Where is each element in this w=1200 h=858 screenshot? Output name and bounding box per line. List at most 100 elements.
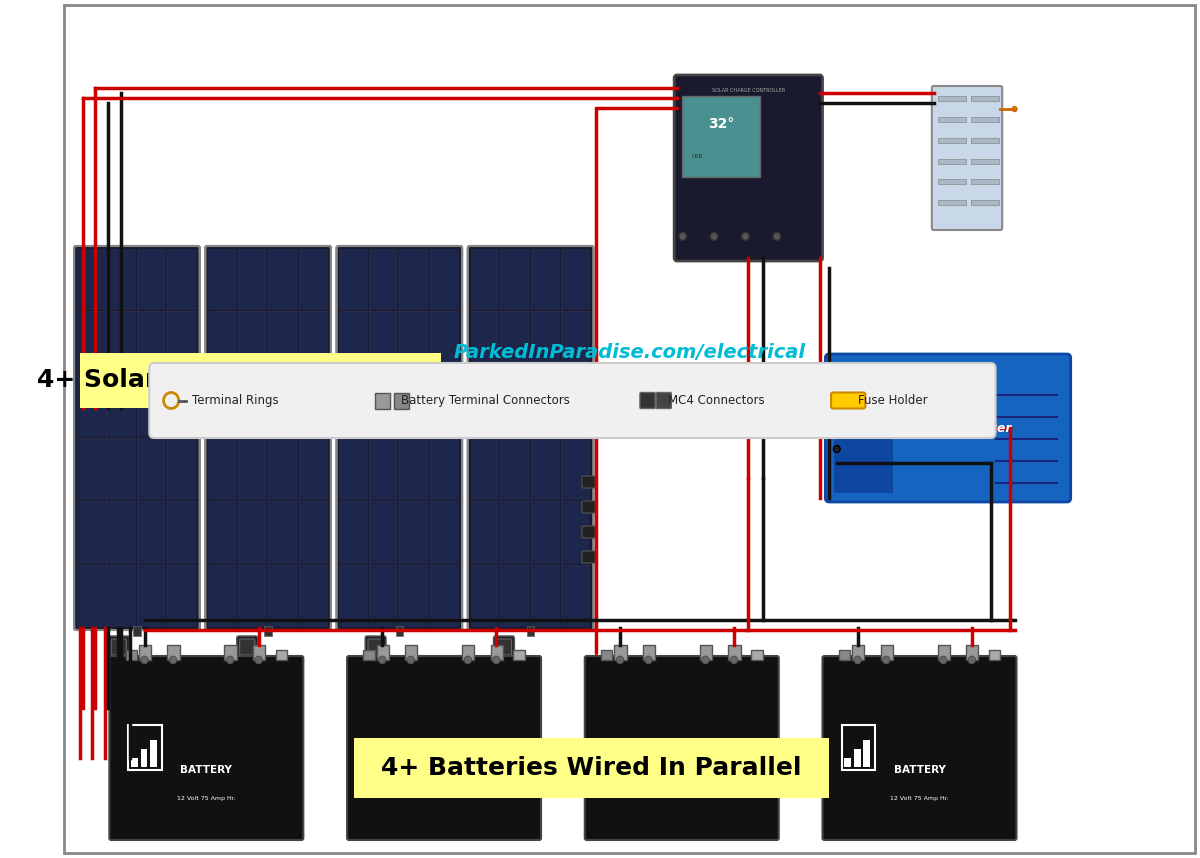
- Bar: [253, 645, 265, 660]
- Bar: [431, 249, 460, 311]
- Bar: [614, 645, 626, 660]
- Text: Terminal Rings: Terminal Rings: [192, 394, 278, 407]
- FancyBboxPatch shape: [240, 639, 254, 655]
- Bar: [340, 502, 368, 564]
- Bar: [682, 96, 761, 177]
- Bar: [168, 565, 197, 627]
- FancyBboxPatch shape: [368, 639, 383, 655]
- Bar: [834, 363, 893, 493]
- Bar: [971, 179, 1000, 184]
- Bar: [300, 502, 328, 564]
- Bar: [374, 392, 390, 408]
- Bar: [431, 439, 460, 500]
- Bar: [300, 312, 328, 374]
- Bar: [269, 502, 298, 564]
- Bar: [971, 200, 1000, 205]
- Bar: [502, 312, 529, 374]
- Bar: [269, 312, 298, 374]
- Bar: [108, 376, 136, 437]
- Bar: [209, 502, 236, 564]
- FancyBboxPatch shape: [149, 363, 996, 438]
- Bar: [751, 650, 762, 660]
- FancyBboxPatch shape: [832, 392, 865, 408]
- Bar: [138, 376, 167, 437]
- Text: SOLAR CHARGE CONTROLLER: SOLAR CHARGE CONTROLLER: [712, 88, 785, 94]
- Bar: [370, 376, 398, 437]
- Bar: [138, 565, 167, 627]
- Circle shape: [227, 656, 234, 664]
- Text: Fuse Holder: Fuse Holder: [858, 394, 928, 407]
- Circle shape: [254, 656, 263, 664]
- Bar: [532, 439, 560, 500]
- Bar: [532, 376, 560, 437]
- Bar: [300, 249, 328, 311]
- Circle shape: [773, 233, 781, 240]
- Bar: [209, 439, 236, 500]
- Text: 12 Volt 75 Amp Hr.: 12 Volt 75 Amp Hr.: [176, 796, 235, 801]
- Circle shape: [834, 403, 840, 410]
- Bar: [108, 312, 136, 374]
- Bar: [396, 626, 403, 636]
- Bar: [470, 249, 499, 311]
- FancyBboxPatch shape: [112, 639, 126, 655]
- FancyBboxPatch shape: [640, 392, 655, 408]
- Bar: [971, 96, 1000, 101]
- Bar: [971, 159, 1000, 164]
- Bar: [401, 312, 428, 374]
- Bar: [269, 565, 298, 627]
- Bar: [150, 740, 157, 766]
- Bar: [239, 502, 268, 564]
- FancyBboxPatch shape: [822, 656, 1016, 840]
- Bar: [470, 439, 499, 500]
- Circle shape: [464, 656, 472, 664]
- Bar: [77, 376, 106, 437]
- FancyBboxPatch shape: [582, 476, 595, 488]
- Bar: [937, 645, 950, 660]
- Bar: [852, 645, 864, 660]
- Bar: [340, 439, 368, 500]
- Bar: [77, 502, 106, 564]
- Bar: [937, 96, 966, 101]
- Bar: [502, 249, 529, 311]
- FancyBboxPatch shape: [656, 392, 671, 408]
- Bar: [168, 312, 197, 374]
- Bar: [168, 249, 197, 311]
- Bar: [514, 650, 524, 660]
- Circle shape: [742, 233, 749, 240]
- Bar: [209, 565, 236, 627]
- Bar: [239, 249, 268, 311]
- FancyBboxPatch shape: [236, 636, 258, 662]
- Bar: [239, 565, 268, 627]
- Bar: [340, 376, 368, 437]
- Bar: [128, 725, 162, 770]
- Bar: [370, 502, 398, 564]
- Bar: [377, 645, 389, 660]
- Circle shape: [492, 656, 500, 664]
- Circle shape: [940, 656, 947, 664]
- Bar: [532, 312, 560, 374]
- FancyBboxPatch shape: [337, 246, 462, 630]
- Bar: [401, 502, 428, 564]
- Bar: [562, 502, 590, 564]
- Bar: [863, 740, 870, 766]
- Text: 32°: 32°: [708, 118, 734, 131]
- Bar: [431, 376, 460, 437]
- Bar: [491, 645, 503, 660]
- Bar: [394, 392, 409, 408]
- Bar: [562, 249, 590, 311]
- FancyBboxPatch shape: [674, 75, 822, 261]
- Bar: [532, 502, 560, 564]
- Bar: [971, 137, 1000, 142]
- Bar: [209, 312, 236, 374]
- Bar: [431, 312, 460, 374]
- Bar: [971, 117, 1000, 122]
- Bar: [370, 249, 398, 311]
- Bar: [138, 439, 167, 500]
- Text: 4+ Batteries Wired In Parallel: 4+ Batteries Wired In Parallel: [382, 756, 802, 780]
- Bar: [881, 645, 893, 660]
- Bar: [562, 376, 590, 437]
- Bar: [562, 565, 590, 627]
- FancyBboxPatch shape: [582, 526, 595, 538]
- Bar: [839, 650, 850, 660]
- Circle shape: [644, 656, 653, 664]
